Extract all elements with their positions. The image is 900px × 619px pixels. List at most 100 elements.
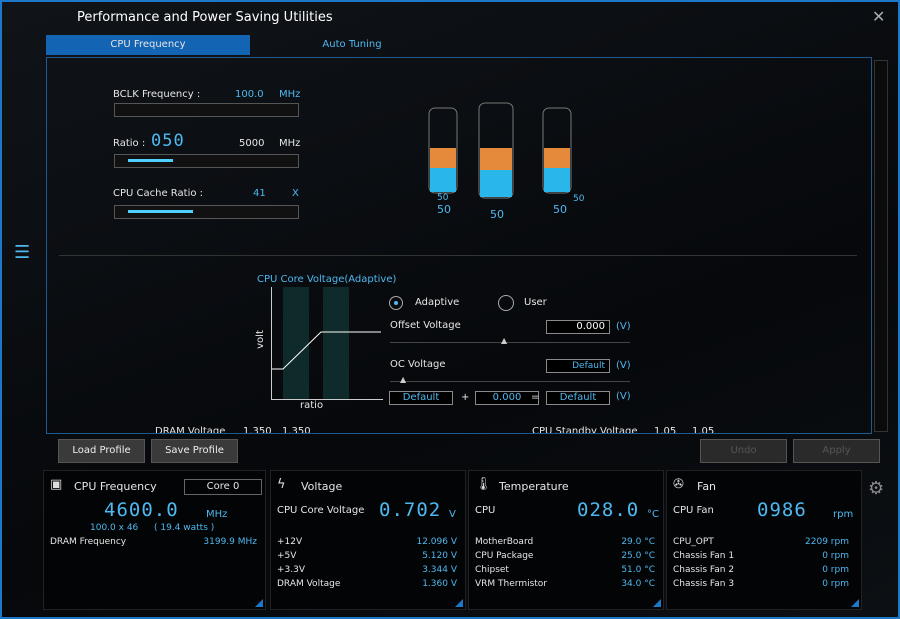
slider[interactable] xyxy=(114,154,299,168)
row-value: 0 rpm xyxy=(822,551,849,561)
row-value: 3.344 V xyxy=(422,565,457,575)
unit: (V) xyxy=(616,391,631,402)
input[interactable]: 0.000 xyxy=(546,320,610,334)
radio-label: User xyxy=(524,297,547,308)
settings[interactable]: ⚙ xyxy=(868,478,885,499)
row-label: DRAM Frequency xyxy=(50,537,127,547)
scrollbar[interactable] xyxy=(874,60,888,432)
unit: rpm xyxy=(833,509,854,520)
row-value: 12.096 V xyxy=(416,537,457,547)
row-value: 0 rpm xyxy=(822,579,849,589)
axis-label: ratio xyxy=(300,400,324,411)
row-label: DRAM Voltage xyxy=(277,579,341,589)
title: Performance and Power Saving Utilities xyxy=(77,10,333,25)
value: 1.05 xyxy=(692,426,715,434)
big-value: 4600.0 xyxy=(104,499,179,521)
label: CPU xyxy=(475,505,496,516)
row-label: CPU_OPT xyxy=(673,537,714,547)
field: 0.000 xyxy=(475,391,539,405)
row-value: 5.120 V xyxy=(422,551,457,561)
label: CPU Standby Voltage xyxy=(532,426,638,434)
unit: MHz xyxy=(206,509,228,520)
radio[interactable] xyxy=(498,295,514,311)
field: Default xyxy=(546,391,610,405)
input[interactable]: Default xyxy=(546,359,610,373)
voltage-graph xyxy=(271,287,383,400)
button[interactable]: Load Profile xyxy=(58,439,145,463)
big-value: 0986 xyxy=(757,499,807,521)
row-label: Chassis Fan 2 xyxy=(673,565,735,575)
row-label: Chipset xyxy=(475,565,509,575)
label: BCLK Frequency : xyxy=(113,89,201,100)
row-label: Chassis Fan 3 xyxy=(673,579,735,589)
row-value: 29.0 °C xyxy=(621,537,655,547)
row-value: 25.0 °C xyxy=(621,551,655,561)
label: DRAM Voltage xyxy=(155,426,226,434)
status-panel: 🌡 Temperature CPU 028.0 °C MotherBoard 29.0 °C… xyxy=(468,470,664,610)
unit: MHz xyxy=(279,138,301,149)
label: CPU Fan xyxy=(673,505,714,516)
row-label: MotherBoard xyxy=(475,537,534,547)
icon: ▣ xyxy=(50,477,63,492)
value: 1.05 xyxy=(654,426,677,434)
value: 050 xyxy=(151,131,185,151)
row-label: CPU Package xyxy=(475,551,534,561)
separator xyxy=(59,255,857,256)
corner xyxy=(255,599,263,607)
row-label: VRM Thermistor xyxy=(475,579,548,589)
gauge-label: 50 xyxy=(553,203,567,216)
panel-title: Fan xyxy=(697,480,717,493)
corner xyxy=(851,599,859,607)
big-value: 0.702 xyxy=(379,499,442,521)
menu[interactable]: ☰ xyxy=(14,242,31,263)
thumb[interactable]: ▲ xyxy=(501,336,508,345)
unit: (V) xyxy=(616,321,631,332)
label: Offset Voltage xyxy=(390,320,461,331)
label: CPU Core Voltage xyxy=(277,505,365,516)
radio-label: Adaptive xyxy=(415,297,460,308)
status-panel: ▣ CPU Frequency Core 0 4600.0 MHz 100.0 x 46 (… xyxy=(43,470,266,610)
unit: V xyxy=(449,509,456,520)
button: Undo xyxy=(700,439,787,463)
corner xyxy=(653,599,661,607)
row-value: 3199.9 MHz xyxy=(203,537,257,547)
label: Ratio : xyxy=(113,138,146,149)
icon: ϟ xyxy=(277,477,286,492)
axis-label: volt xyxy=(254,330,266,349)
row-label: +12V xyxy=(277,537,303,547)
field: Default xyxy=(389,391,453,405)
operator: + xyxy=(461,392,470,403)
status-panel: ϟ Voltage CPU Core Voltage 0.702 V +12V 12.096… xyxy=(270,470,466,610)
value: 1.350 xyxy=(243,426,272,434)
close[interactable]: ✕ xyxy=(872,7,886,26)
thumb[interactable]: ▲ xyxy=(400,375,407,384)
tab[interactable]: Auto Tuning xyxy=(322,39,382,50)
gauge-label: 50 xyxy=(437,203,451,216)
gauge-label: 50 xyxy=(490,208,504,221)
unit: (V) xyxy=(616,360,631,371)
radio[interactable] xyxy=(389,296,403,310)
status-panel: ✇ Fan CPU Fan 0986 rpm CPU_OPT 2209 rpm Chassis… xyxy=(666,470,862,610)
big-value: 028.0 xyxy=(577,499,640,521)
operator: = xyxy=(531,392,540,403)
row-value: 2209 rpm xyxy=(805,537,849,547)
button[interactable]: Save Profile xyxy=(151,439,238,463)
dropdown[interactable]: Core 0 xyxy=(184,479,262,495)
slider[interactable] xyxy=(114,103,299,117)
slider[interactable] xyxy=(114,205,299,219)
panel-title: Temperature xyxy=(499,480,569,493)
icon: ✇ xyxy=(673,477,684,492)
gauge-label: 50 xyxy=(573,194,585,204)
value: 100.0 xyxy=(235,89,264,100)
gauges xyxy=(428,102,572,199)
icon: 🌡 xyxy=(475,477,492,492)
tab[interactable]: CPU Frequency xyxy=(46,35,250,55)
track xyxy=(390,381,630,382)
unit: MHz xyxy=(279,89,301,100)
track xyxy=(390,342,630,343)
value: 41 xyxy=(253,188,266,199)
detail: 100.0 x 46 xyxy=(90,523,139,533)
row-label: +3.3V xyxy=(277,565,306,575)
detail: ( 19.4 watts ) xyxy=(154,523,215,533)
